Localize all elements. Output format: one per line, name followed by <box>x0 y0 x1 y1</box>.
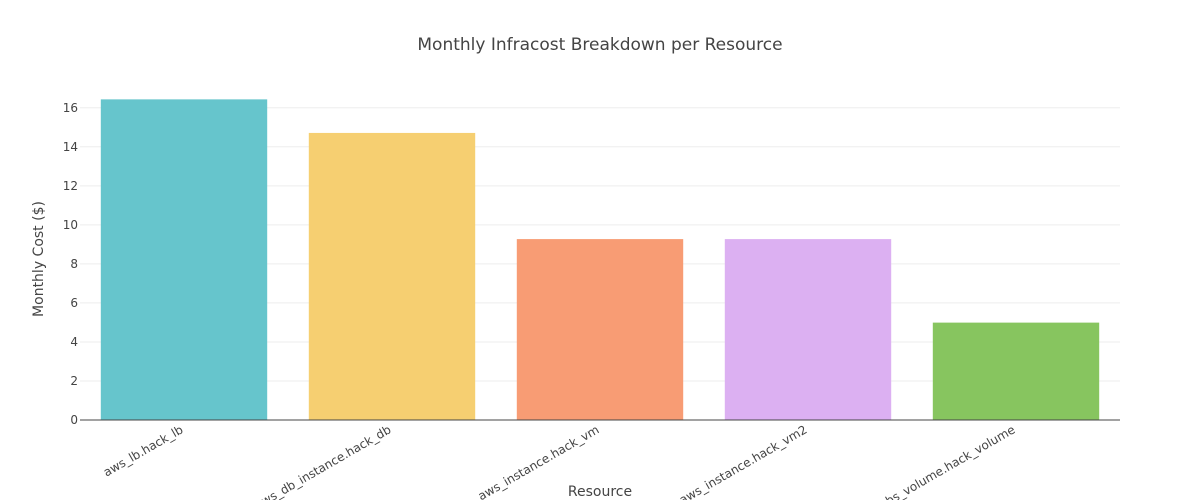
y-tick-label: 10 <box>63 218 78 232</box>
y-tick-label: 4 <box>70 335 78 349</box>
bar <box>932 322 1100 420</box>
x-axis-title: Resource <box>568 484 632 500</box>
x-tick-label: ebs_volume.hack_volume <box>877 422 1018 500</box>
y-tick-label: 16 <box>63 101 78 115</box>
y-tick-label: 14 <box>63 140 78 154</box>
y-tick-label: 8 <box>70 257 78 271</box>
y-axis-ticks: 0 2 4 6 8 10 12 14 16 <box>63 101 78 427</box>
y-tick-label: 2 <box>70 374 78 388</box>
x-tick-label: aws_instance.hack_vm2 <box>677 422 810 500</box>
y-tick-label: 0 <box>70 413 78 427</box>
x-tick-label: aws_db_instance.hack_db <box>252 422 393 500</box>
x-tick-label: aws_lb.hack_lb <box>101 422 186 479</box>
chart-title: Monthly Infracost Breakdown per Resource <box>417 35 782 55</box>
y-tick-label: 6 <box>70 296 78 310</box>
bar <box>516 239 684 420</box>
x-axis-ticks: aws_lb.hack_lb aws_db_instance.hack_db aws… <box>101 422 1018 500</box>
bar <box>308 132 476 420</box>
bar <box>100 99 268 420</box>
y-axis-title: Monthly Cost ($) <box>31 201 47 317</box>
bars <box>100 99 1100 420</box>
bar <box>724 239 892 420</box>
y-tick-label: 12 <box>63 179 78 193</box>
